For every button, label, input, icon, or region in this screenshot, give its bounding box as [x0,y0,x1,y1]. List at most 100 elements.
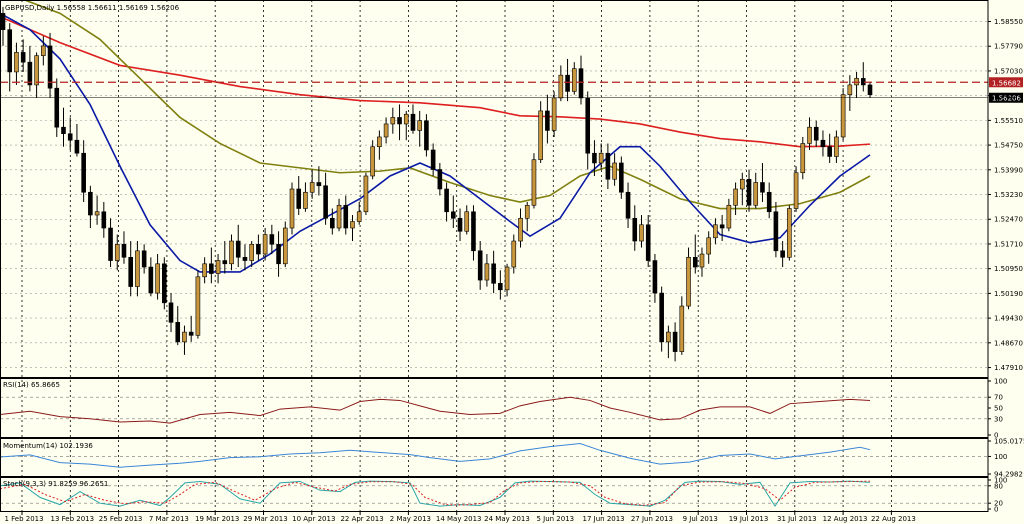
panel-frame [0,438,989,477]
x-tick-label: 9 Jul 2013 [683,515,718,523]
candle-body [276,243,281,265]
candle-body [511,240,517,268]
candle-body [652,260,658,294]
moving-average-line [0,12,871,273]
candle-body [222,260,228,265]
candle-body [430,149,436,170]
candle-body [558,74,564,99]
y-tick-label: 1.58550 [994,18,1023,26]
candle-body [108,227,113,261]
price-level-label: 1.56682 [992,79,1021,87]
candle-body [303,191,308,209]
candle-body [262,234,268,255]
candle-body [188,331,194,336]
candle-body [538,110,543,161]
x-tick-label: 10 Apr 2013 [292,515,335,523]
candle-body [645,224,651,261]
y-tick-label: 1.49430 [994,315,1023,323]
y-tick-label: 1.48670 [994,339,1023,347]
y-tick-label: 1.53230 [994,191,1023,199]
y-tick-label: 1.55510 [994,117,1023,125]
x-tick-label: 31 Jul 2013 [777,515,817,523]
candle-body [202,263,207,278]
candle-body [0,13,6,30]
candle-body [343,204,349,229]
panel-frame [0,0,989,378]
candle-body [585,97,591,154]
candle-body [403,113,409,125]
candle-body [760,182,765,193]
x-tick-label: 12 Aug 2013 [823,515,868,523]
candle-body [101,211,107,229]
candle-body [417,120,422,131]
candle-body [14,52,19,73]
candle-body [135,250,140,287]
candle-body [827,146,832,157]
momentum-tick-label: 94.2982 [994,471,1023,479]
candle-body [578,68,584,99]
candle-body [820,139,826,148]
rsi-tick-label: 50 [994,405,1003,413]
candle-body [148,266,154,294]
candle-body [605,152,611,180]
x-tick-label: 14 May 2013 [436,515,482,523]
x-tick-label: 29 Mar 2013 [243,515,287,523]
candle-body [545,110,550,131]
candle-body [256,243,261,255]
candle-body [867,84,873,95]
candle-body [766,191,772,213]
candle-body [47,45,53,89]
candle-body [269,234,275,245]
x-tick-label: 1 Feb 2013 [4,515,43,523]
candle-body [20,52,26,63]
candle-body [54,87,60,128]
candle-body [27,61,33,86]
candle-body [383,123,389,138]
candle-body [726,204,732,229]
candle-body [209,263,214,274]
candle-body [195,276,201,336]
x-tick-label: 5 Jun 2013 [536,515,574,523]
y-tick-label: 1.57030 [994,67,1023,75]
candle-body [141,250,147,268]
candle-body [94,211,100,216]
y-tick-label: 1.51710 [994,240,1023,248]
chart-title: GBPUSD,Daily 1.56558 1.56611 1.56169 1.5… [5,4,180,12]
candle-body [847,84,853,95]
rsi-tick-label: 0 [994,432,998,440]
candle-body [498,283,503,291]
candle-body [491,263,496,284]
x-tick-label: 22 Aug 2013 [871,515,916,523]
candle-body [451,211,456,219]
candle-body [34,55,39,86]
candle-body [531,159,537,206]
candle-body [800,143,806,174]
stoch-tick-label: 0 [994,506,998,514]
candle-body [67,133,73,141]
rsi-line [0,396,871,424]
x-tick-label: 27 Jun 2013 [631,515,673,523]
rsi-tick-label: 100 [994,378,1007,386]
candle-body [309,182,315,193]
candle-body [81,152,86,193]
candle-body [518,217,523,242]
stoch-tick-label: 80 [994,482,1003,490]
x-tick-label: 19 Mar 2013 [195,515,239,523]
momentum-label: Momentum(14) 102.1936 [3,442,93,450]
candle-body [242,256,248,261]
candle-body [88,191,93,216]
candle-body [437,169,443,190]
candle-body [834,136,839,157]
candle-body [370,146,375,177]
candle-body [235,240,241,258]
candle-body [114,243,120,261]
y-tick-label: 1.52470 [994,216,1023,224]
candle-body [551,97,557,131]
candle-body [316,182,322,187]
price-level-tag [989,92,1023,103]
candle-body [524,204,530,219]
y-tick-label: 1.47910 [994,364,1023,372]
candle-body [74,139,80,154]
candle-body [229,240,234,265]
